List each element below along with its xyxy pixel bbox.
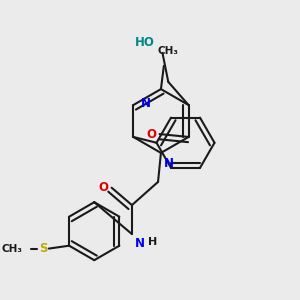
- Text: CH₃: CH₃: [158, 46, 179, 56]
- Text: S: S: [39, 242, 47, 255]
- Text: CH₃: CH₃: [2, 244, 23, 254]
- Text: HO: HO: [135, 35, 155, 49]
- Text: H: H: [148, 237, 157, 247]
- Text: N: N: [141, 97, 151, 110]
- Text: O: O: [99, 181, 109, 194]
- Text: N: N: [164, 157, 174, 170]
- Text: O: O: [147, 128, 157, 141]
- Text: N: N: [135, 237, 145, 250]
